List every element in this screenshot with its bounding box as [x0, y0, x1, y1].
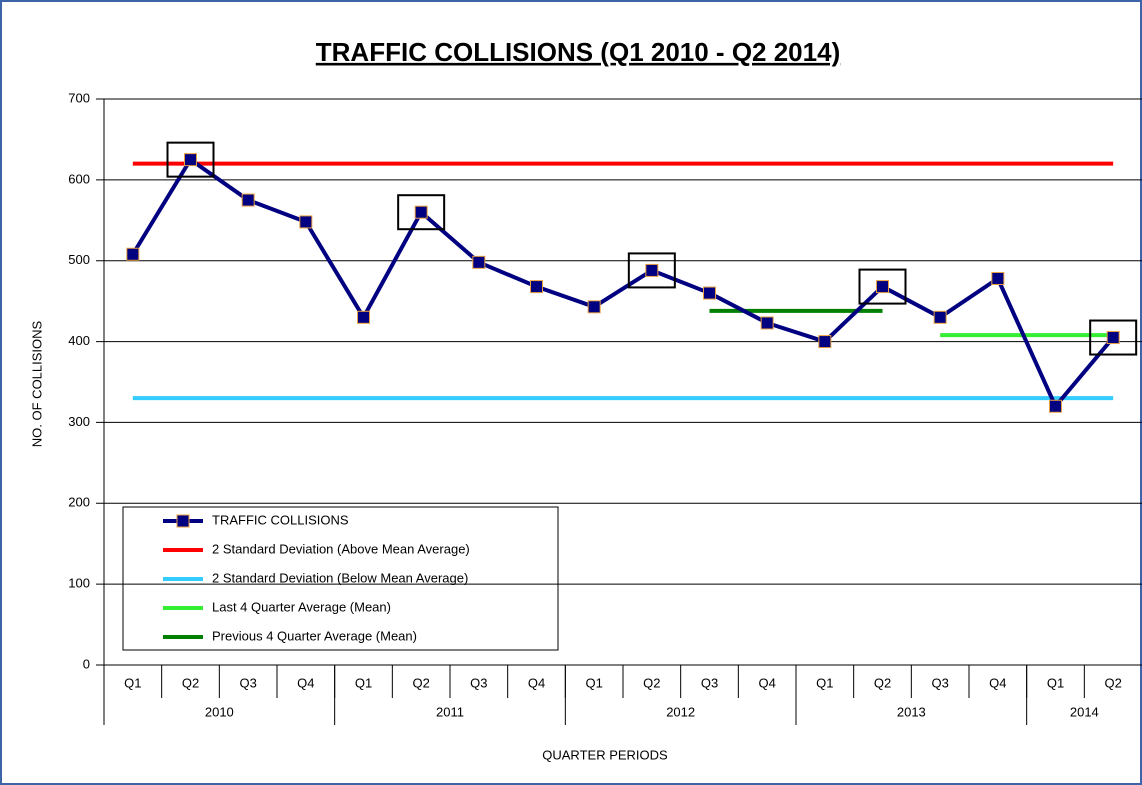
x-tick-label: Q3: [931, 675, 948, 690]
marker: [876, 280, 889, 294]
marker: [703, 286, 716, 300]
x-tick-label: Q4: [758, 675, 775, 690]
series-line: [131, 157, 1115, 409]
x-tick-label: Q2: [874, 675, 891, 690]
highlight-box: [397, 194, 446, 231]
legend-label: Last 4 Quarter Average (Mean): [212, 599, 391, 614]
highlight-box: [858, 268, 907, 305]
x-tick-label: Q1: [816, 675, 833, 690]
highlight-box: [1089, 319, 1138, 356]
y-tick-label: 400: [68, 333, 90, 348]
x-tick-label: Q4: [297, 675, 314, 690]
marker: [126, 247, 140, 261]
y-tick-label: 700: [68, 90, 90, 105]
highlight-box: [166, 141, 215, 178]
marker: [184, 153, 197, 167]
x-axis-label: QUARTER PERIODS: [542, 747, 668, 762]
y-tick-label: 0: [83, 656, 90, 671]
marker: [933, 310, 947, 324]
legend-label: 2 Standard Deviation (Above Mean Average…: [212, 541, 470, 556]
marker: [587, 300, 601, 314]
y-tick-label: 500: [68, 252, 90, 267]
marker: [357, 310, 370, 324]
marker: [760, 316, 774, 330]
legend-marker: [176, 514, 190, 528]
x-tick-label: Q4: [989, 675, 1006, 690]
y-tick-label: 100: [68, 576, 90, 591]
marker: [530, 280, 543, 294]
x-group-label: 2014: [1070, 704, 1099, 719]
legend-label: Previous 4 Quarter Average (Mean): [212, 628, 417, 643]
marker: [1106, 331, 1120, 345]
x-group-label: 2010: [205, 704, 234, 719]
x-tick-label: Q3: [470, 675, 487, 690]
x-tick-label: Q1: [585, 675, 602, 690]
y-tick-label: 200: [68, 495, 90, 510]
x-group-label: 2013: [897, 704, 926, 719]
x-tick-label: Q4: [528, 675, 545, 690]
marker: [299, 215, 313, 229]
marker: [472, 255, 486, 269]
legend-label: 2 Standard Deviation (Below Mean Average…: [212, 570, 468, 585]
legend-label: TRAFFIC COLLISIONS: [212, 512, 349, 527]
marker: [645, 263, 659, 277]
x-group-label: 2012: [666, 704, 695, 719]
marker: [414, 205, 428, 219]
x-tick-label: Q2: [182, 675, 199, 690]
x-tick-label: Q1: [355, 675, 372, 690]
highlight-box: [627, 252, 676, 289]
x-group-label: 2011: [436, 704, 464, 719]
x-tick-label: Q1: [124, 675, 141, 690]
x-tick-label: Q1: [1047, 675, 1064, 690]
marker: [1049, 399, 1062, 413]
y-tick-label: 600: [68, 171, 90, 186]
x-tick-label: Q2: [1104, 675, 1121, 690]
x-tick-label: Q3: [701, 675, 718, 690]
x-tick-label: Q2: [643, 675, 660, 690]
y-axis-label: NO. OF COLLISIONS: [29, 320, 44, 447]
x-tick-label: Q3: [239, 675, 256, 690]
y-tick-label: 300: [68, 414, 90, 429]
marker: [991, 272, 1005, 286]
x-tick-label: Q2: [412, 675, 429, 690]
marker: [241, 193, 255, 207]
marker: [818, 335, 832, 349]
chart-title: TRAFFIC COLLISIONS (Q1 2010 - Q2 2014): [316, 37, 840, 67]
